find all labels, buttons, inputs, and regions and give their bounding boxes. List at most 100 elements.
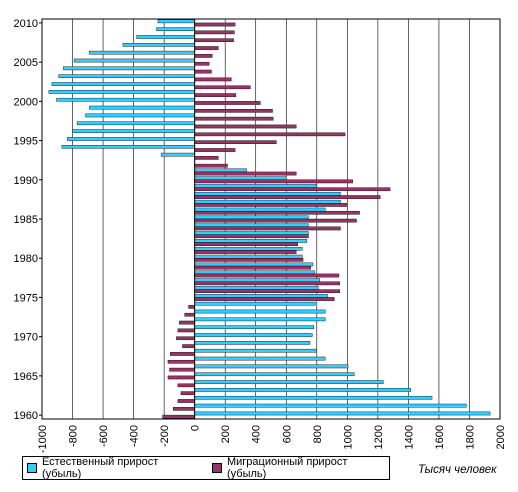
bar-natural xyxy=(194,372,355,377)
bar-natural xyxy=(194,317,326,322)
x-tick-label: 1600 xyxy=(434,425,446,449)
bar-migration xyxy=(179,320,195,325)
bar-migration xyxy=(194,265,311,270)
bar-migration xyxy=(194,30,235,35)
bar-natural xyxy=(156,27,195,31)
bar-natural xyxy=(73,58,195,63)
bar-migration xyxy=(194,38,234,43)
bar-migration xyxy=(194,195,381,199)
bar-natural xyxy=(194,286,319,290)
bar-migration xyxy=(177,383,195,388)
y-tick-label: 1995 xyxy=(14,136,38,148)
bar-natural xyxy=(136,35,195,39)
bar-natural xyxy=(157,19,195,24)
bar-natural xyxy=(194,333,313,337)
bar-natural xyxy=(194,403,467,408)
legend: Естественный прирост (убыль) Миграционны… xyxy=(22,456,390,480)
bar-natural xyxy=(194,223,309,228)
bar-natural xyxy=(122,43,195,47)
bar-migration xyxy=(170,352,195,356)
y-tick-label: 1990 xyxy=(14,175,38,187)
bar-migration xyxy=(194,179,353,184)
bar-natural xyxy=(194,278,321,282)
bar-natural xyxy=(194,348,318,353)
bar-natural xyxy=(194,168,247,173)
bar-natural xyxy=(194,192,341,196)
x-tick-label: -1000 xyxy=(37,425,49,453)
bar-natural xyxy=(89,105,195,110)
x-tick-label: 0 xyxy=(190,425,202,431)
bar-natural xyxy=(51,82,195,86)
bar-natural xyxy=(48,90,195,94)
bar-natural xyxy=(194,411,491,416)
bar-migration xyxy=(177,399,195,403)
legend-label-natural: Естественный прирост (убыль) xyxy=(41,456,159,480)
bar-migration xyxy=(194,281,340,286)
y-tick-label: 1960 xyxy=(14,410,38,422)
bar-natural xyxy=(89,50,195,55)
bar-migration xyxy=(194,226,341,231)
bar-migration xyxy=(194,61,210,66)
bar-natural xyxy=(194,395,433,400)
bar-natural xyxy=(194,270,315,275)
bar-natural xyxy=(194,356,326,361)
bar-migration xyxy=(176,336,195,341)
bar-natural xyxy=(194,231,309,235)
bar-migration xyxy=(182,344,195,348)
bar-natural xyxy=(194,215,309,220)
bar-natural xyxy=(66,137,195,141)
bar-migration xyxy=(194,242,298,246)
bar-migration xyxy=(180,391,195,395)
y-tick-label: 2010 xyxy=(14,18,38,30)
x-tick-label: 400 xyxy=(251,425,263,443)
bar-natural xyxy=(61,144,195,149)
y-tick-label: 2000 xyxy=(14,96,38,108)
bar-migration xyxy=(194,132,346,137)
bar-natural xyxy=(194,341,311,345)
bar-migration xyxy=(194,85,251,90)
bar-migration xyxy=(194,171,297,176)
legend-swatch-migration xyxy=(212,463,222,473)
bar-natural xyxy=(194,254,303,259)
y-tick-label: 1970 xyxy=(14,332,38,344)
bar-migration xyxy=(194,156,219,160)
bar-natural xyxy=(194,262,314,267)
bar-natural xyxy=(194,388,411,392)
bar-migration xyxy=(167,375,195,380)
x-tick-label: -600 xyxy=(98,425,110,447)
bar-natural xyxy=(63,66,195,71)
bar-migration xyxy=(194,124,297,129)
bar-migration xyxy=(194,148,236,152)
bar-natural xyxy=(56,97,195,102)
bar-migration xyxy=(194,108,273,113)
bar-natural xyxy=(194,239,308,243)
y-tick-label: 1965 xyxy=(14,371,38,383)
x-tick-label: -200 xyxy=(159,425,171,447)
bar-natural xyxy=(72,129,195,133)
x-tick-label: 1200 xyxy=(373,425,385,449)
bar-natural xyxy=(194,246,303,251)
bar-migration xyxy=(194,140,277,144)
x-tick-label: 1000 xyxy=(342,425,354,449)
bar-migration xyxy=(194,116,274,121)
bar-migration xyxy=(167,359,195,364)
bar-migration xyxy=(194,210,360,215)
bar-natural xyxy=(76,121,195,126)
bar-natural xyxy=(85,113,195,118)
y-tick-label: 1975 xyxy=(14,292,38,304)
legend-label-migration: Миграционный прирост (убыль) xyxy=(226,456,348,480)
bar-natural xyxy=(194,199,341,204)
bar-migration xyxy=(194,273,340,278)
bar-migration xyxy=(194,234,309,239)
bar-natural xyxy=(58,74,195,79)
bar-migration xyxy=(194,93,237,97)
bar-migration xyxy=(169,367,195,372)
bar-migration xyxy=(173,407,195,411)
y-tick-label: 1985 xyxy=(14,214,38,226)
x-tick-label: -400 xyxy=(129,425,141,447)
bar-migration xyxy=(194,54,213,58)
x-tick-label: 2000 xyxy=(495,425,507,449)
x-tick-label: 200 xyxy=(220,425,232,443)
bar-migration xyxy=(194,46,219,50)
